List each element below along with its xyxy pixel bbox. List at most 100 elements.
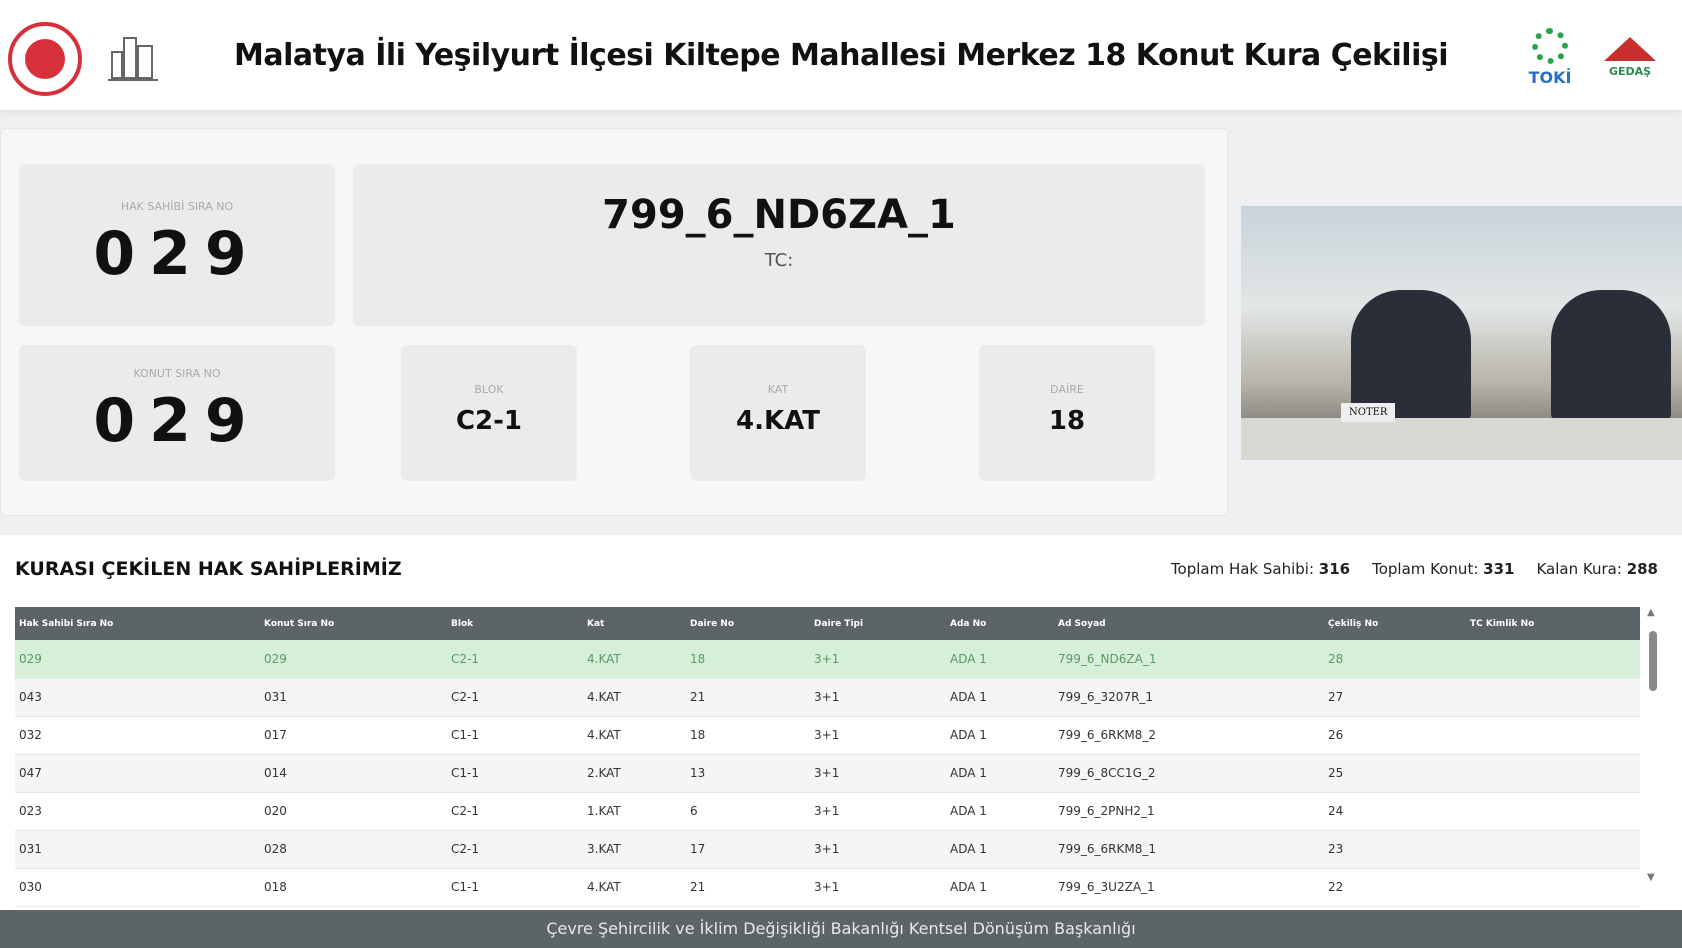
gedas-logo: GEDAŞ bbox=[1600, 24, 1660, 90]
table-cell: C1-1 bbox=[447, 754, 583, 793]
table-cell: C2-1 bbox=[447, 678, 583, 717]
scroll-thumb[interactable] bbox=[1649, 631, 1657, 691]
table-cell: 799_6_6RKM8_1 bbox=[1054, 830, 1324, 869]
results-title: KURASI ÇEKİLEN HAK SAHİPLERİMİZ bbox=[15, 558, 402, 580]
table-cell: 28 bbox=[1324, 640, 1466, 679]
table-cell: C2-1 bbox=[447, 640, 583, 679]
table-cell: C2-1 bbox=[447, 792, 583, 831]
table-cell: ADA 1 bbox=[946, 640, 1054, 679]
table-row[interactable]: 030 018 C1-1 4.KAT 21 3+1 ADA 1 799_6_3U2ZA_1 22 bbox=[15, 868, 1640, 907]
table-cell: 4.KAT bbox=[583, 640, 686, 679]
table-cell: 3+1 bbox=[810, 830, 946, 869]
table-cell: 799_6_8CC1G_2 bbox=[1054, 754, 1324, 793]
table-cell: 4.KAT bbox=[583, 868, 686, 907]
daire-label: DAİRE bbox=[1050, 383, 1084, 396]
table-cell: C1-1 bbox=[447, 716, 583, 755]
scroll-up-icon[interactable]: ▲ bbox=[1647, 607, 1655, 618]
table-cell: 799_6_ND6ZA_1 bbox=[1054, 640, 1324, 679]
table-cell: 3+1 bbox=[810, 792, 946, 831]
stat-total-housing: Toplam Konut: 331 bbox=[1372, 560, 1515, 578]
table-scrollbar[interactable]: ▲ ▼ bbox=[1646, 607, 1660, 883]
stat-remaining: Kalan Kura: 288 bbox=[1536, 560, 1658, 578]
footer: Çevre Şehircilik ve İklim Değişikliği Ba… bbox=[0, 910, 1682, 948]
table-cell: 24 bbox=[1324, 792, 1466, 831]
table-cell: 017 bbox=[260, 716, 447, 755]
table-cell: 26 bbox=[1324, 716, 1466, 755]
konut-label: KONUT SIRA NO bbox=[133, 367, 221, 380]
konut-card: KONUT SIRA NO 029 bbox=[19, 345, 335, 481]
hak-sahibi-label: HAK SAHİBİ SIRA NO bbox=[120, 200, 234, 213]
column-header: Daire No bbox=[686, 607, 810, 640]
video-person bbox=[1551, 290, 1671, 420]
daire-value: 18 bbox=[1048, 406, 1086, 436]
table-cell bbox=[1466, 868, 1640, 907]
table-row[interactable]: 032 017 C1-1 4.KAT 18 3+1 ADA 1 799_6_6RKM8_2 26 bbox=[15, 716, 1640, 755]
table-cell: 047 bbox=[15, 754, 260, 793]
table-row[interactable]: 029 029 C2-1 4.KAT 18 3+1 ADA 1 799_6_ND6ZA_1 28 bbox=[15, 640, 1640, 679]
kentsel-donusum-logo bbox=[105, 28, 160, 86]
table-cell: 023 bbox=[15, 792, 260, 831]
table-cell: 2.KAT bbox=[583, 754, 686, 793]
table-cell: 031 bbox=[15, 830, 260, 869]
results-section: KURASI ÇEKİLEN HAK SAHİPLERİMİZ Toplam H… bbox=[0, 535, 1682, 910]
table-row[interactable]: 031 028 C2-1 3.KAT 17 3+1 ADA 1 799_6_6RKM8_1 23 bbox=[15, 830, 1640, 869]
table-cell: 3+1 bbox=[810, 754, 946, 793]
kat-label: KAT bbox=[767, 383, 789, 396]
table-cell: 18 bbox=[686, 716, 810, 755]
table-row[interactable]: 047 014 C1-1 2.KAT 13 3+1 ADA 1 799_6_8CC1G_2 25 bbox=[15, 754, 1640, 793]
table-cell: 21 bbox=[686, 868, 810, 907]
column-header: Hak Sahibi Sıra No bbox=[15, 607, 260, 640]
table-cell: ADA 1 bbox=[946, 716, 1054, 755]
stat-total-owners: Toplam Hak Sahibi: 316 bbox=[1170, 560, 1351, 578]
page-title: Malatya İli Yeşilyurt İlçesi Kiltepe Mah… bbox=[233, 38, 1449, 73]
table-cell bbox=[1466, 716, 1640, 755]
table-cell: 043 bbox=[15, 678, 260, 717]
table-row[interactable]: 043 031 C2-1 4.KAT 21 3+1 ADA 1 799_6_3207R_1 27 bbox=[15, 678, 1640, 717]
column-header: Çekiliş No bbox=[1324, 607, 1466, 640]
table-cell: 6 bbox=[686, 792, 810, 831]
table-cell: 3.KAT bbox=[583, 830, 686, 869]
table-cell: 4.KAT bbox=[583, 678, 686, 717]
table-cell: 4.KAT bbox=[583, 716, 686, 755]
table-cell: 031 bbox=[260, 678, 447, 717]
scroll-down-icon[interactable]: ▼ bbox=[1647, 872, 1655, 883]
toki-logo: TOKİ bbox=[1525, 24, 1575, 90]
table-cell: 3+1 bbox=[810, 716, 946, 755]
table-cell: 17 bbox=[686, 830, 810, 869]
table-cell bbox=[1466, 830, 1640, 869]
table-cell: 3+1 bbox=[810, 678, 946, 717]
table-cell: 799_6_2PNH2_1 bbox=[1054, 792, 1324, 831]
results-table: Hak Sahibi Sıra No Konut Sıra No Blok Kat Da… bbox=[15, 607, 1640, 907]
stats-bar: Toplam Hak Sahibi: 316 Toplam Konut: 331… bbox=[1171, 560, 1658, 578]
table-cell: 23 bbox=[1324, 830, 1466, 869]
table-cell: 1.KAT bbox=[583, 792, 686, 831]
daire-card: DAİRE 18 bbox=[979, 345, 1155, 481]
noter-sign: NOTER bbox=[1341, 403, 1396, 422]
konut-value: 029 bbox=[93, 386, 261, 456]
table-cell: ADA 1 bbox=[946, 754, 1054, 793]
table-cell bbox=[1466, 678, 1640, 717]
column-header: Blok bbox=[447, 607, 583, 640]
table-cell: 18 bbox=[686, 640, 810, 679]
column-header: Ad Soyad bbox=[1054, 607, 1324, 640]
table-row[interactable]: 023 020 C2-1 1.KAT 6 3+1 ADA 1 799_6_2PNH2_1 24 bbox=[15, 792, 1640, 831]
table-cell: C2-1 bbox=[447, 830, 583, 869]
table-cell: 030 bbox=[15, 868, 260, 907]
header: Malatya İli Yeşilyurt İlçesi Kiltepe Mah… bbox=[0, 0, 1682, 110]
table-cell bbox=[1466, 640, 1640, 679]
table-cell bbox=[1466, 754, 1640, 793]
table-cell: 22 bbox=[1324, 868, 1466, 907]
table-cell: ADA 1 bbox=[946, 868, 1054, 907]
table-cell: 21 bbox=[686, 678, 810, 717]
blok-value: C2-1 bbox=[455, 406, 523, 436]
table-cell: 018 bbox=[260, 868, 447, 907]
kat-value: 4.KAT bbox=[736, 406, 820, 436]
table-cell: 799_6_6RKM8_2 bbox=[1054, 716, 1324, 755]
blok-label: BLOK bbox=[474, 383, 504, 396]
table-cell: ADA 1 bbox=[946, 792, 1054, 831]
draw-result-panel: HAK SAHİBİ SIRA NO 029 799_6_ND6ZA_1 TC:… bbox=[0, 128, 1228, 516]
hak-sahibi-card: HAK SAHİBİ SIRA NO 029 bbox=[19, 164, 335, 326]
tc-label: TC: bbox=[764, 250, 794, 271]
winner-name: 799_6_ND6ZA_1 bbox=[602, 192, 956, 238]
table-cell: 014 bbox=[260, 754, 447, 793]
